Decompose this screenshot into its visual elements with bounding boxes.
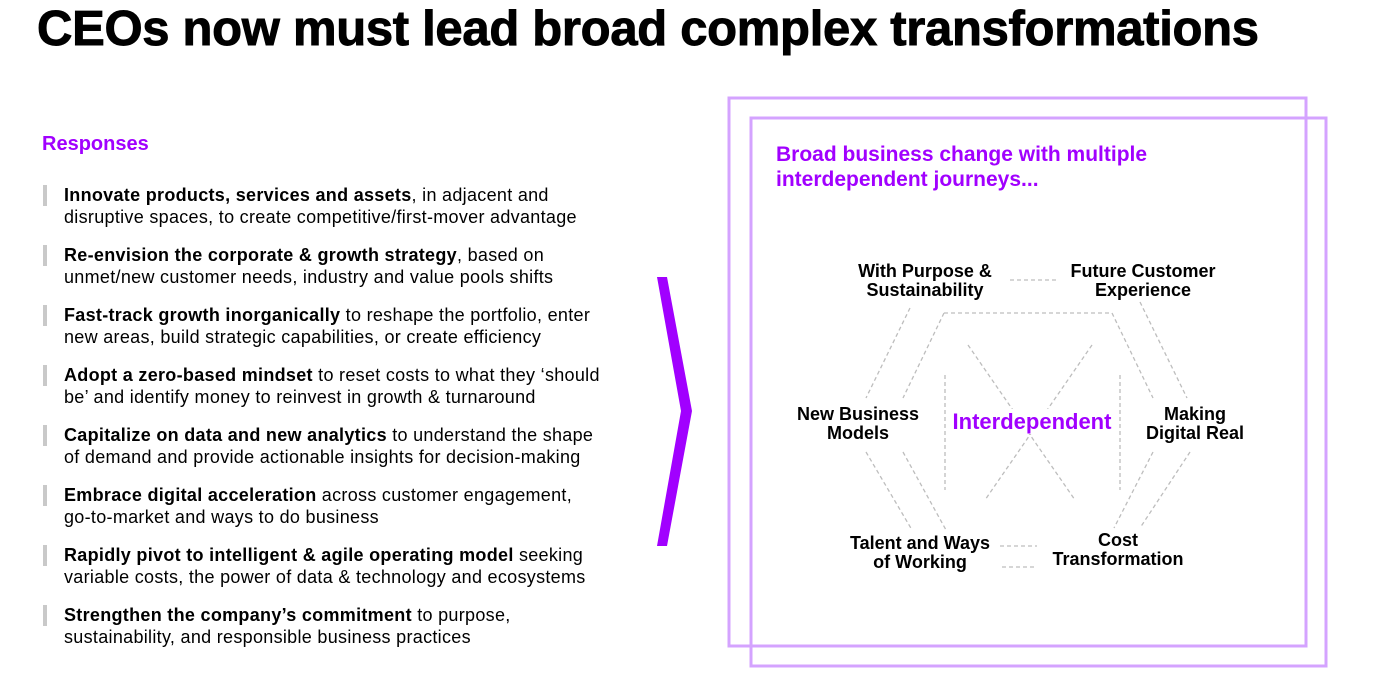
item-line-2: variable costs, the power of data & tech…	[64, 567, 586, 587]
diagram-heading: Broad business change with multiple inte…	[776, 142, 1147, 192]
item-text: , based on	[456, 245, 545, 265]
node-future-customer-experience: Future Customer Experience	[1053, 262, 1233, 300]
outer-edge-newbusiness-talent	[865, 451, 913, 531]
item-line-1: Rapidly pivot to intelligent & agile ope…	[64, 544, 583, 566]
item-marker	[43, 365, 47, 386]
item-text: to reshape the portfolio, enter	[340, 305, 591, 325]
item-line-1: Strengthen the company’s commitment to p…	[64, 604, 511, 626]
item-bold-text: Strengthen the company’s commitment	[64, 605, 412, 625]
inner-edge-newbusiness-talent	[902, 451, 947, 531]
node-label-line: Models	[826, 423, 889, 443]
chevron-right-icon	[657, 277, 692, 546]
diagram-center-label: Interdependent	[932, 409, 1132, 435]
node-label-line: Talent and Ways	[849, 533, 991, 553]
response-item: Innovate products, services and assets, …	[42, 184, 632, 228]
node-purpose-sustainability: With Purpose & Sustainability	[835, 262, 1015, 300]
response-item: Fast-track growth inorganically to resha…	[42, 304, 632, 348]
item-line-2: of demand and provide actionable insight…	[64, 447, 581, 467]
item-text: across customer engagement,	[316, 485, 573, 505]
diagram-heading-line-2: interdependent journeys...	[776, 168, 1039, 191]
item-marker	[43, 605, 47, 626]
item-bold-text: Adopt a zero-based mindset	[64, 365, 313, 385]
outer-edge-digital-cost	[1139, 451, 1191, 529]
item-bold-text: Fast-track growth inorganically	[64, 305, 341, 325]
item-text: seeking	[513, 545, 584, 565]
item-text: to purpose,	[411, 605, 511, 625]
item-line-1: Innovate products, services and assets, …	[64, 184, 549, 206]
item-line-1: Embrace digital acceleration across cust…	[64, 484, 572, 506]
item-bold-text: Embrace digital acceleration	[64, 485, 317, 505]
node-label-line: of Working	[873, 552, 967, 572]
response-item: Adopt a zero-based mindset to reset cost…	[42, 364, 632, 408]
response-item: Capitalize on data and new analytics to …	[42, 424, 632, 468]
node-label-line: With Purpose &	[858, 261, 992, 281]
slide-title: CEOs now must lead broad complex transfo…	[37, 2, 1260, 56]
node-label-line: Transformation	[1052, 549, 1184, 569]
node-talent-ways-of-working: Talent and Ways of Working	[840, 534, 1000, 572]
node-new-business-models: New Business Models	[788, 405, 928, 443]
node-cost-transformation: Cost Transformation	[1038, 531, 1198, 569]
item-line-2: new areas, build strategic capabilities,…	[64, 327, 542, 347]
diagram-heading-line-1: Broad business change with multiple	[776, 143, 1148, 166]
response-item: Embrace digital acceleration across cust…	[42, 484, 632, 528]
response-item: Re-envision the corporate & growth strat…	[42, 244, 632, 288]
node-label-line: New Business	[796, 404, 920, 424]
item-marker	[43, 305, 47, 326]
item-line-1: Adopt a zero-based mindset to reset cost…	[64, 364, 600, 386]
outer-edge-customer-digital	[1139, 301, 1188, 399]
center-label-text: Interdependent	[949, 409, 1115, 434]
item-marker	[43, 485, 47, 506]
item-line-1: Capitalize on data and new analytics to …	[64, 424, 593, 446]
item-marker	[43, 425, 47, 446]
response-item: Strengthen the company’s commitment to p…	[42, 604, 632, 648]
node-label-line: Experience	[1094, 280, 1192, 300]
outer-edge-purpose-newbusiness	[865, 307, 911, 399]
diagram-frame-front	[727, 96, 1308, 648]
diagram-frame-back	[749, 116, 1328, 668]
item-bold-text: Rapidly pivot to intelligent & agile ope…	[64, 545, 514, 565]
item-marker	[43, 245, 47, 266]
item-line-2: disruptive spaces, to create competitive…	[64, 207, 577, 227]
node-label-line: Cost	[1098, 530, 1138, 550]
node-label-line: Digital Real	[1145, 423, 1245, 443]
item-text: to reset costs to what they ‘should	[312, 365, 600, 385]
node-label-line: Future Customer	[1070, 261, 1216, 281]
item-bold-text: Capitalize on data and new analytics	[64, 425, 387, 445]
responses-heading: Responses	[42, 133, 149, 155]
item-line-2: go-to-market and ways to do business	[64, 507, 379, 527]
node-making-digital-real: Making Digital Real	[1125, 405, 1265, 443]
inner-edge-digital-cost	[1113, 451, 1154, 529]
item-line-2: unmet/new customer needs, industry and v…	[64, 267, 554, 287]
item-text: , in adjacent and	[411, 185, 549, 205]
item-marker	[43, 185, 47, 206]
item-line-2: sustainability, and responsible business…	[64, 627, 471, 647]
item-text: to understand the shape	[386, 425, 594, 445]
item-line-1: Re-envision the corporate & growth strat…	[64, 244, 544, 266]
item-line-1: Fast-track growth inorganically to resha…	[64, 304, 590, 326]
response-item: Rapidly pivot to intelligent & agile ope…	[42, 544, 632, 588]
item-bold-text: Re-envision the corporate & growth strat…	[64, 245, 457, 265]
inner-edge-purpose-newbusiness	[902, 312, 945, 399]
inner-edge-customer-digital	[1111, 312, 1154, 399]
item-line-2: be’ and identify money to reinvest in gr…	[64, 387, 536, 407]
node-label-line: Sustainability	[866, 280, 984, 300]
node-label-line: Making	[1163, 404, 1226, 424]
item-bold-text: Innovate products, services and assets	[64, 185, 412, 205]
item-marker	[43, 545, 47, 566]
